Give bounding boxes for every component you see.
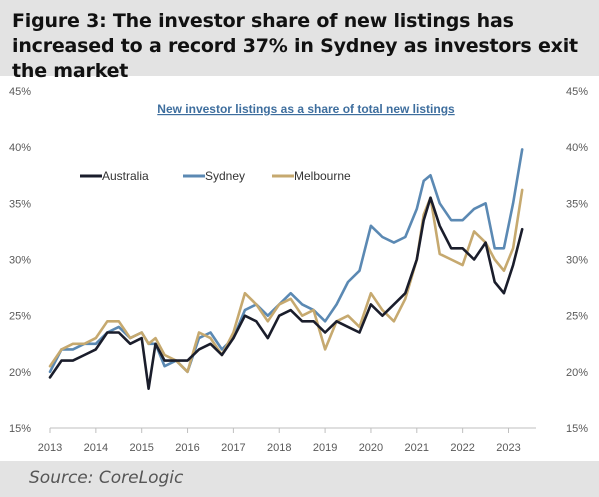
figure-header: Figure 3: The investor share of new list… [0,0,599,82]
x-tick-label: 2017 [221,442,245,454]
y-tick-label-right: 40% [566,142,588,154]
figure-title: Figure 3: The investor share of new list… [12,10,578,82]
y-tick-label-left: 15% [9,423,31,435]
series-line-melbourne [48,188,524,374]
y-tick-label-right: 15% [566,423,588,435]
series-line-australia [48,196,524,391]
figure-footer: Source: CoreLogic [0,461,599,497]
series-layer [48,148,524,391]
source-note: Source: CoreLogic [29,468,184,488]
legend-label-sydney: Sydney [205,169,245,183]
y-tick-label-left: 30% [9,255,31,267]
x-tick-label: 2014 [84,442,108,454]
chart-area: New investor listings as a share of tota… [0,76,599,461]
y-tick-label-left: 35% [9,198,31,210]
x-tick-label: 2021 [405,442,429,454]
x-tick-label: 2022 [450,442,474,454]
y-tick-label-right: 30% [566,255,588,267]
y-tick-label-right: 25% [566,311,588,323]
line-chart: New investor listings as a share of tota… [9,86,588,454]
y-tick-label-left: 40% [9,142,31,154]
y-tick-label-left: 20% [9,367,31,379]
x-tick-label: 2020 [359,442,383,454]
x-tick-label: 2023 [496,442,520,454]
y-tick-label-right: 20% [566,367,588,379]
y-tick-label-left: 25% [9,311,31,323]
chart-title: New investor listings as a share of tota… [157,102,455,116]
x-tick-label: 2013 [38,442,62,454]
x-tick-label: 2015 [129,442,153,454]
x-tick-label: 2016 [175,442,199,454]
legend-label-australia: Australia [102,169,149,183]
y-tick-label-left: 45% [9,86,31,98]
legend-label-melbourne: Melbourne [294,169,351,183]
x-tick-label: 2019 [313,442,337,454]
y-tick-label-right: 35% [566,198,588,210]
y-tick-label-right: 45% [566,86,588,98]
legend: Australia Sydney Melbourne [80,169,351,183]
x-tick-label: 2018 [267,442,291,454]
axes: 2013 2014 2015 2016 2017 2018 2019 2020 2021 2022… [9,86,588,454]
